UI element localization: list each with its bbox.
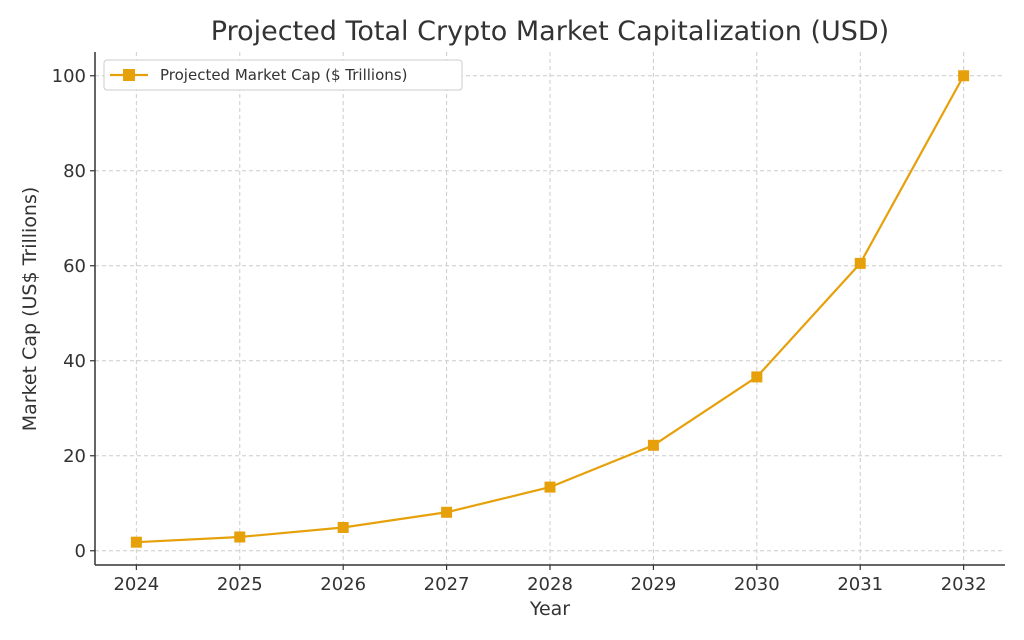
data-series bbox=[130, 70, 970, 548]
data-point-2025 bbox=[234, 531, 246, 543]
x-tick-label: 2030 bbox=[734, 574, 780, 595]
x-tick-label: 2025 bbox=[217, 574, 263, 595]
y-tick-label: 80 bbox=[63, 161, 86, 182]
y-tick-label: 0 bbox=[75, 541, 86, 562]
x-tick-label: 2028 bbox=[527, 574, 573, 595]
x-tick-label: 2032 bbox=[941, 574, 987, 595]
x-tick-label: 2024 bbox=[113, 574, 159, 595]
axes bbox=[90, 52, 1005, 570]
legend: Projected Market Cap ($ Trillions) bbox=[103, 59, 463, 91]
y-axis-label: Market Cap (US$ Trillions) bbox=[19, 187, 41, 432]
data-point-2026 bbox=[337, 521, 349, 533]
x-tick-label: 2026 bbox=[320, 574, 366, 595]
y-tick-label: 60 bbox=[63, 256, 86, 277]
legend-marker-swatch bbox=[123, 69, 135, 81]
x-tick-label: 2029 bbox=[631, 574, 677, 595]
data-point-2027 bbox=[441, 506, 453, 518]
data-point-2032 bbox=[958, 70, 970, 82]
grid-lines bbox=[95, 52, 1005, 565]
tick-labels: 2024 2025 2026 2027 2028 2029 2030 2031 2032 0 20 4… bbox=[52, 66, 987, 595]
y-tick-label: 40 bbox=[63, 351, 86, 372]
y-tick-label: 20 bbox=[63, 446, 86, 467]
x-axis-label: Year bbox=[529, 598, 570, 620]
y-tick-label: 100 bbox=[52, 66, 86, 87]
data-point-2030 bbox=[751, 371, 763, 383]
data-point-2029 bbox=[647, 439, 659, 451]
data-point-2024 bbox=[130, 536, 142, 548]
legend-box bbox=[103, 59, 463, 91]
data-point-2031 bbox=[854, 257, 866, 269]
x-tick-label: 2031 bbox=[837, 574, 883, 595]
data-point-2028 bbox=[544, 481, 556, 493]
legend-entry-label: Projected Market Cap ($ Trillions) bbox=[160, 66, 407, 84]
x-tick-label: 2027 bbox=[424, 574, 470, 595]
chart-title: Projected Total Crypto Market Capitaliza… bbox=[211, 16, 889, 47]
